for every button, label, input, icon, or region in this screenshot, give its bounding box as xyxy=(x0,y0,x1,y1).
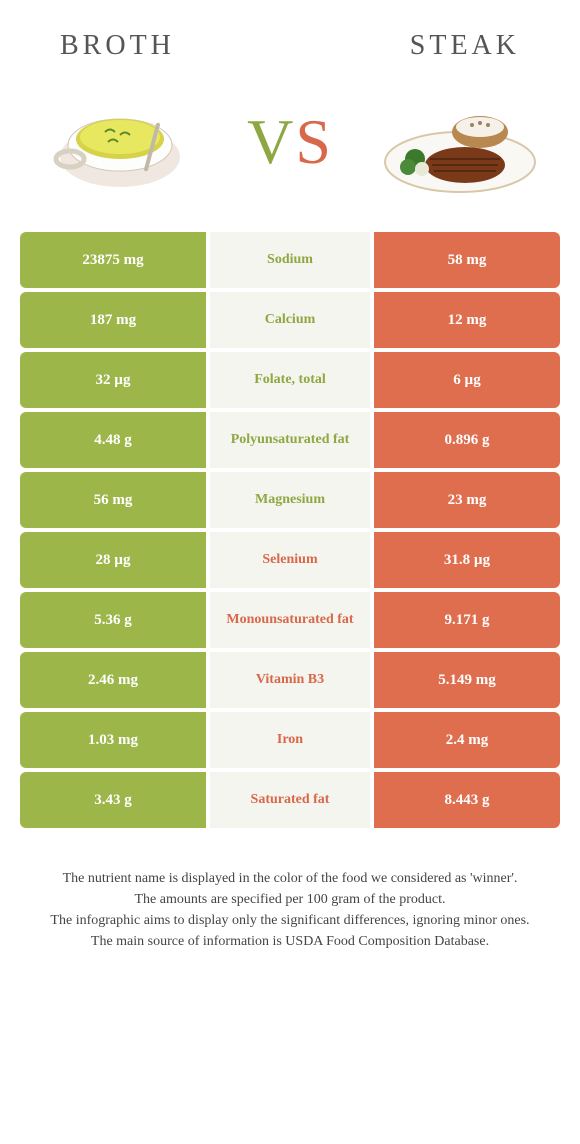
left-value: 2.46 mg xyxy=(20,652,206,708)
right-value: 0.896 g xyxy=(374,412,560,468)
vs-label: VS xyxy=(247,105,333,179)
table-row: 23875 mgSodium58 mg xyxy=(20,232,560,288)
left-value: 5.36 g xyxy=(20,592,206,648)
table-row: 1.03 mgIron2.4 mg xyxy=(20,712,560,768)
right-value: 8.443 g xyxy=(374,772,560,828)
nutrient-label: Polyunsaturated fat xyxy=(210,412,370,468)
footer-line: The nutrient name is displayed in the co… xyxy=(30,868,550,889)
left-value: 23875 mg xyxy=(20,232,206,288)
nutrient-label: Sodium xyxy=(210,232,370,288)
nutrient-label: Selenium xyxy=(210,532,370,588)
left-value: 1.03 mg xyxy=(20,712,206,768)
right-value: 23 mg xyxy=(374,472,560,528)
table-row: 4.48 gPolyunsaturated fat0.896 g xyxy=(20,412,560,468)
right-value: 6 µg xyxy=(374,352,560,408)
vs-v: V xyxy=(247,106,295,177)
table-row: 3.43 gSaturated fat8.443 g xyxy=(20,772,560,828)
nutrient-label: Iron xyxy=(210,712,370,768)
table-row: 5.36 gMonounsaturated fat9.171 g xyxy=(20,592,560,648)
steak-image xyxy=(380,82,540,202)
right-value: 9.171 g xyxy=(374,592,560,648)
vs-s: S xyxy=(295,106,333,177)
footer-line: The main source of information is USDA F… xyxy=(30,931,550,952)
right-value: 58 mg xyxy=(374,232,560,288)
left-value: 32 µg xyxy=(20,352,206,408)
left-value: 56 mg xyxy=(20,472,206,528)
left-food-title: BROTH xyxy=(60,30,175,62)
header: BROTH STEAK xyxy=(20,20,560,82)
nutrient-label: Vitamin B3 xyxy=(210,652,370,708)
nutrient-label: Folate, total xyxy=(210,352,370,408)
nutrient-label: Calcium xyxy=(210,292,370,348)
left-value: 3.43 g xyxy=(20,772,206,828)
footer-line: The amounts are specified per 100 gram o… xyxy=(30,889,550,910)
right-value: 12 mg xyxy=(374,292,560,348)
table-row: 32 µgFolate, total6 µg xyxy=(20,352,560,408)
left-value: 187 mg xyxy=(20,292,206,348)
table-row: 2.46 mgVitamin B35.149 mg xyxy=(20,652,560,708)
footer-line: The infographic aims to display only the… xyxy=(30,910,550,931)
nutrient-label: Saturated fat xyxy=(210,772,370,828)
right-food-title: STEAK xyxy=(410,30,520,62)
left-value: 4.48 g xyxy=(20,412,206,468)
nutrient-table: 23875 mgSodium58 mg187 mgCalcium12 mg32 … xyxy=(20,232,560,828)
right-value: 2.4 mg xyxy=(374,712,560,768)
right-value: 31.8 µg xyxy=(374,532,560,588)
right-value: 5.149 mg xyxy=(374,652,560,708)
left-value: 28 µg xyxy=(20,532,206,588)
nutrient-label: Magnesium xyxy=(210,472,370,528)
broth-image xyxy=(40,82,200,202)
images-row: VS xyxy=(20,82,560,232)
table-row: 56 mgMagnesium23 mg xyxy=(20,472,560,528)
footer-notes: The nutrient name is displayed in the co… xyxy=(20,828,560,972)
nutrient-label: Monounsaturated fat xyxy=(210,592,370,648)
table-row: 187 mgCalcium12 mg xyxy=(20,292,560,348)
table-row: 28 µgSelenium31.8 µg xyxy=(20,532,560,588)
